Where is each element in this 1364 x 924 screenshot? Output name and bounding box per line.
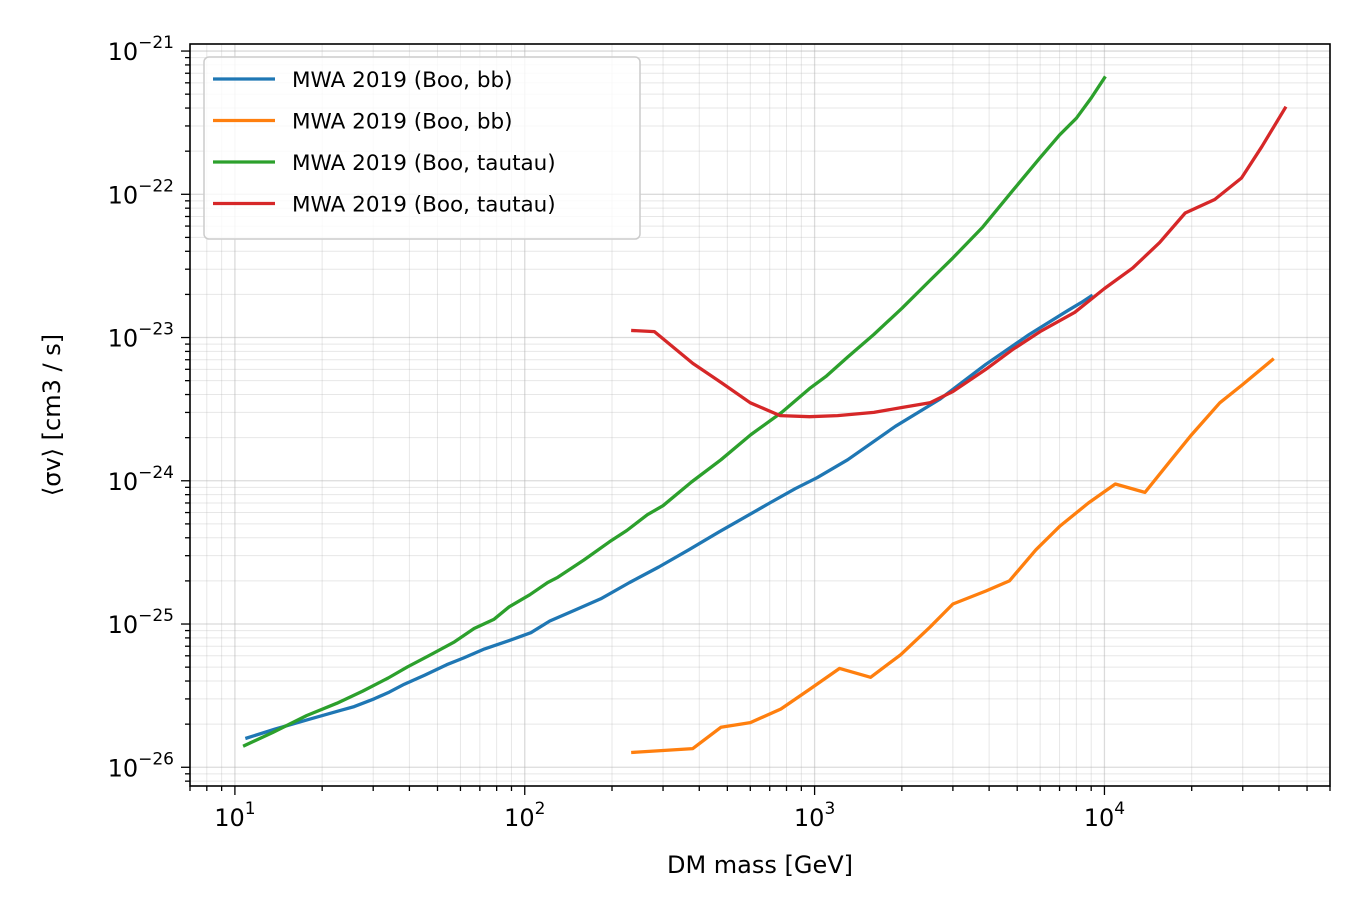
legend: MWA 2019 (Boo, bb) MWA 2019 (Boo, bb) MWA … bbox=[203, 56, 641, 240]
legend-label: MWA 2019 (Boo, tautau) bbox=[292, 151, 556, 176]
legend-label: MWA 2019 (Boo, bb) bbox=[292, 68, 513, 93]
series-line-3 bbox=[242, 75, 1107, 748]
x-tick-label: 103 bbox=[794, 799, 835, 832]
plot-series bbox=[242, 75, 1288, 755]
x-axis-label: DM mass [GeV] bbox=[667, 851, 853, 879]
legend-label: MWA 2019 (Boo, tautau) bbox=[292, 193, 556, 218]
plot-frame bbox=[189, 43, 1331, 787]
legend-box bbox=[203, 56, 641, 240]
series-line-4 bbox=[631, 105, 1288, 419]
y-tick-label: 10−22 bbox=[108, 176, 174, 209]
x-tick-label: 101 bbox=[214, 799, 255, 832]
y-tick-labels: 10−26 10−25 10−24 10−23 10−22 10−21 bbox=[108, 33, 174, 782]
axis-ticks bbox=[181, 50, 1331, 795]
y-tick-label: 10−23 bbox=[108, 320, 174, 353]
x-tick-label: 104 bbox=[1084, 799, 1125, 832]
y-axis-label: ⟨σv⟩ [cm3 / s] bbox=[38, 334, 66, 496]
y-tick-label: 10−25 bbox=[108, 606, 174, 639]
legend-label: MWA 2019 (Boo, bb) bbox=[292, 110, 513, 135]
x-tick-label: 102 bbox=[504, 799, 545, 832]
series-line-1 bbox=[244, 293, 1094, 741]
series-line-2 bbox=[631, 357, 1275, 755]
y-tick-label: 10−21 bbox=[108, 33, 174, 66]
y-tick-label: 10−24 bbox=[108, 463, 174, 496]
y-tick-label: 10−26 bbox=[108, 749, 174, 782]
x-tick-labels: 101 102 103 104 bbox=[214, 799, 1125, 832]
